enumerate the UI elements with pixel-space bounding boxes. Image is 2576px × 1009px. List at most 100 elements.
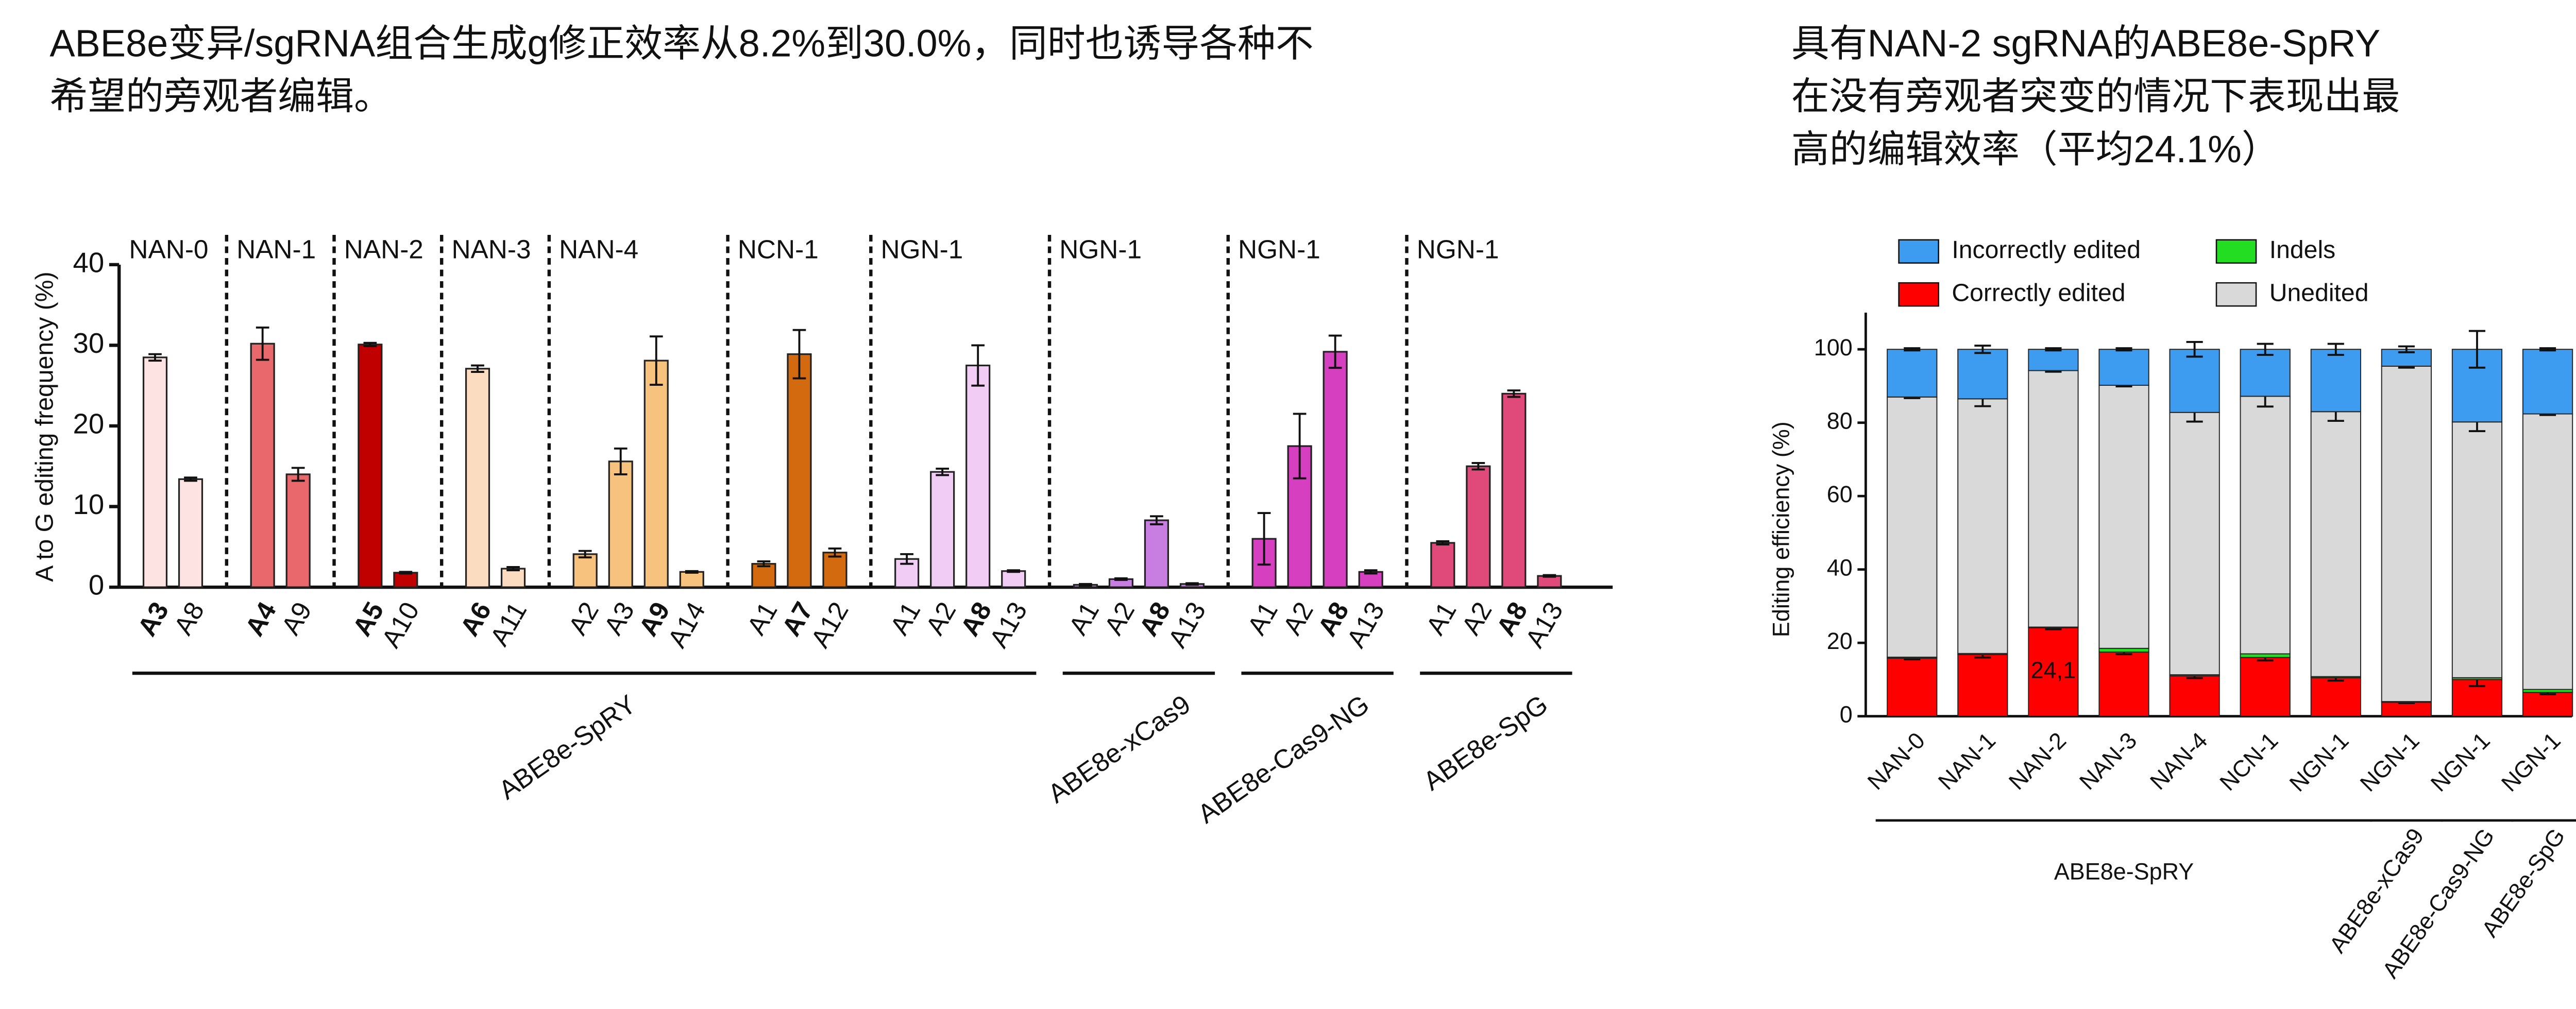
x-tick-label: A11 bbox=[484, 597, 532, 651]
legend-label: Incorrectly edited bbox=[1952, 236, 2141, 264]
group-label: NGN-1 bbox=[881, 234, 963, 264]
bar bbox=[1430, 542, 1455, 588]
x-tick-label: A8 bbox=[168, 597, 210, 640]
bar bbox=[1323, 351, 1348, 588]
bar-segment bbox=[2169, 349, 2220, 413]
bar-segment bbox=[2310, 411, 2361, 677]
bar-segment bbox=[2451, 421, 2503, 678]
bar bbox=[679, 571, 704, 588]
y-tick-label: 20 bbox=[73, 408, 105, 439]
caption: 高的编辑效率（平均24.1%） bbox=[1791, 128, 2280, 170]
x-tick-label: A13 bbox=[1162, 597, 1211, 653]
x-tick-label: A3 bbox=[131, 597, 174, 641]
bar bbox=[500, 568, 526, 588]
legend-swatch bbox=[1898, 282, 1939, 307]
bar bbox=[965, 364, 991, 588]
group-label: NGN-1 bbox=[1059, 234, 1142, 264]
bar-segment bbox=[2169, 675, 2220, 717]
variant-label: ABE8e-SpRY bbox=[493, 689, 641, 805]
bar-segment bbox=[2310, 677, 2361, 717]
x-tick-label: NAN-1 bbox=[1933, 727, 2001, 795]
bar bbox=[142, 356, 168, 588]
bar-segment bbox=[2240, 349, 2291, 397]
y-tick-label: 80 bbox=[1827, 408, 1853, 434]
x-tick-label: A2 bbox=[920, 597, 962, 640]
x-tick-label: NAN-4 bbox=[2145, 727, 2212, 795]
bar-segment bbox=[2381, 702, 2432, 717]
x-tick-label: A1 bbox=[1241, 597, 1283, 640]
bar bbox=[608, 460, 633, 588]
bar-segment bbox=[2240, 396, 2291, 655]
y-tick-label: 40 bbox=[1827, 554, 1853, 580]
x-tick-label: A2 bbox=[562, 597, 604, 640]
y-tick-label: 30 bbox=[73, 328, 105, 359]
bar bbox=[465, 368, 490, 588]
bar bbox=[643, 360, 669, 588]
bar bbox=[1001, 570, 1026, 588]
bar bbox=[178, 478, 204, 588]
x-tick-label: A1 bbox=[1420, 597, 1462, 640]
group-label: NGN-1 bbox=[1238, 234, 1320, 264]
x-tick-label: NGN-1 bbox=[2284, 727, 2354, 797]
x-tick-label: A13 bbox=[1341, 597, 1390, 653]
group-label: ABE8e-SpRY bbox=[2054, 859, 2194, 885]
legend-label: Indels bbox=[2269, 236, 2335, 264]
x-tick-label: NAN-2 bbox=[2004, 727, 2071, 795]
bar-segment bbox=[2240, 653, 2291, 658]
group-label: NAN-3 bbox=[451, 234, 531, 264]
x-tick-label: NGN-1 bbox=[2426, 727, 2495, 797]
bar-segment bbox=[2522, 692, 2573, 717]
legend-swatch bbox=[2215, 282, 2257, 307]
bar-segment bbox=[1887, 396, 1938, 658]
x-tick-label: A1 bbox=[741, 597, 783, 640]
caption: 在没有旁观者突变的情况下表现出最 bbox=[1791, 75, 2400, 117]
y-tick-label: 0 bbox=[89, 569, 104, 601]
bar bbox=[930, 471, 955, 588]
group-label: NAN-0 bbox=[129, 234, 208, 264]
bar-segment bbox=[2310, 349, 2361, 413]
x-tick-label: A4 bbox=[239, 596, 282, 641]
x-tick-label: A2 bbox=[1455, 597, 1498, 640]
bar-segment bbox=[2028, 349, 2079, 371]
legend-swatch bbox=[1898, 239, 1939, 264]
group-label: NAN-1 bbox=[236, 234, 316, 264]
bar-segment bbox=[1957, 654, 2008, 717]
y-tick-label: 60 bbox=[1827, 481, 1853, 507]
bar bbox=[358, 344, 383, 588]
x-tick-label: NAN-3 bbox=[2074, 727, 2142, 795]
x-tick-label: NAN-0 bbox=[1862, 727, 1930, 795]
x-tick-label: A12 bbox=[805, 597, 854, 653]
bar bbox=[1501, 392, 1527, 588]
y-tick-label: 10 bbox=[73, 489, 105, 520]
bar bbox=[250, 343, 275, 588]
x-tick-label: A2 bbox=[1098, 597, 1141, 640]
bar bbox=[787, 353, 812, 588]
caption: ABE8e变异/sgRNA组合生成g修正效率从8.2%到30.0%，同时也诱导各… bbox=[49, 22, 1313, 64]
legend-swatch bbox=[2215, 239, 2257, 264]
variant-label: ABE8e-Cas9-NG bbox=[1192, 689, 1375, 829]
x-tick-label: A9 bbox=[275, 597, 317, 640]
bar-segment bbox=[2522, 349, 2573, 415]
legend-label: Unedited bbox=[2269, 279, 2369, 306]
x-tick-label: A1 bbox=[884, 597, 926, 640]
group-label: NAN-4 bbox=[559, 234, 638, 264]
y-tick-label: 0 bbox=[1840, 701, 1853, 727]
x-tick-label: A13 bbox=[984, 597, 1033, 653]
x-tick-label: NGN-1 bbox=[2496, 727, 2566, 797]
x-tick-label: A1 bbox=[1063, 597, 1105, 640]
x-tick-label: A13 bbox=[1519, 597, 1569, 653]
group-label: NGN-1 bbox=[1417, 234, 1499, 264]
bar-segment bbox=[1887, 658, 1938, 717]
bar-segment bbox=[2098, 651, 2149, 717]
bar-segment bbox=[2240, 657, 2291, 717]
x-tick-label: A10 bbox=[376, 597, 425, 653]
bar-segment bbox=[2098, 647, 2149, 653]
bar-segment bbox=[1887, 349, 1938, 398]
x-tick-label: A3 bbox=[598, 597, 640, 640]
bar-segment bbox=[1957, 349, 2008, 400]
group-label: NAN-2 bbox=[344, 234, 423, 264]
caption: 希望的旁观者编辑。 bbox=[49, 75, 392, 117]
group-label: NCN-1 bbox=[738, 234, 819, 264]
